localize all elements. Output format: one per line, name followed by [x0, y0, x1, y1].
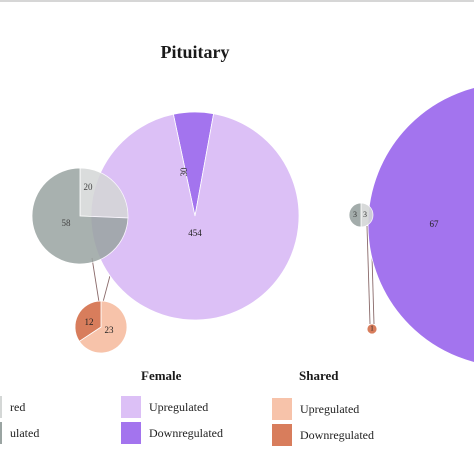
pie-slice — [31, 167, 129, 265]
chart-title: Pituitary — [161, 42, 230, 62]
slice-value-label: 30 — [179, 167, 189, 177]
slice-value-label: 20 — [84, 182, 94, 192]
legend-female: Female Upregulated Downregulated — [121, 368, 223, 444]
legend-male: red ulated — [0, 396, 39, 444]
slice-value-label: 58 — [62, 218, 72, 228]
legend-swatch — [121, 422, 141, 444]
pie-slice — [90, 113, 300, 321]
legend-swatch — [272, 398, 292, 420]
legends: redulatedFemaleUpregulatedDownregulatedS… — [0, 368, 374, 446]
connector-line — [91, 257, 100, 303]
legend-item-label: Upregulated — [149, 400, 208, 414]
pie-slice — [367, 87, 474, 363]
pie-slice — [79, 167, 129, 219]
slice-value-label: 1 — [370, 325, 374, 333]
pie-slice — [366, 323, 378, 335]
pie-shared-second: 1 — [366, 323, 378, 335]
slice-value-label: 12 — [85, 317, 94, 327]
slice-value-label: 3 — [353, 210, 357, 219]
legend-item-label: Downregulated — [300, 428, 374, 442]
connector-line — [366, 225, 371, 325]
pie-female-second: 67 — [367, 87, 474, 363]
pie-slice — [348, 202, 362, 228]
legend-item-label: Upregulated — [300, 402, 359, 416]
legend-swatch — [0, 422, 2, 444]
slice-value-label: 67 — [430, 219, 440, 229]
legend-title: Female — [141, 368, 182, 383]
pie-male-second: 33 — [348, 202, 374, 228]
pie-shared-pituitary: 23 12 — [74, 300, 128, 354]
pie-slice — [74, 300, 102, 342]
slice-value-label: 23 — [105, 325, 115, 335]
slice-value-label: 3 — [363, 210, 367, 219]
legend-swatch — [272, 424, 292, 446]
legend-swatch — [0, 396, 2, 418]
legend-item-label: red — [10, 400, 25, 414]
legend-shared: Shared Upregulated Downregulated — [272, 368, 374, 446]
pie-slice — [360, 202, 374, 228]
slice-value-label: 454 — [188, 228, 202, 238]
legend-item-label: Downregulated — [149, 426, 223, 440]
legend-swatch — [121, 396, 141, 418]
legend-item-label: ulated — [10, 426, 39, 440]
pie-slice — [78, 300, 128, 354]
pie-female-pituitary: 30 454 — [90, 111, 300, 321]
legend-title: Shared — [299, 368, 339, 383]
